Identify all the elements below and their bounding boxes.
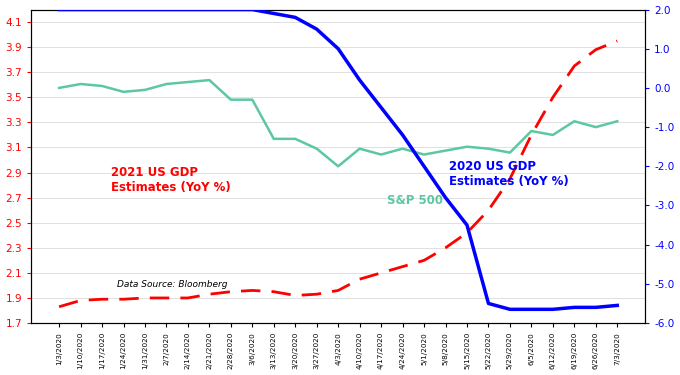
Text: 2020 US GDP
Estimates (YoY %): 2020 US GDP Estimates (YoY %): [449, 160, 568, 188]
Text: S&P 500: S&P 500: [388, 194, 443, 207]
Text: Data Source: Bloomberg: Data Source: Bloomberg: [117, 280, 228, 289]
Text: 2021 US GDP
Estimates (YoY %): 2021 US GDP Estimates (YoY %): [111, 166, 231, 194]
